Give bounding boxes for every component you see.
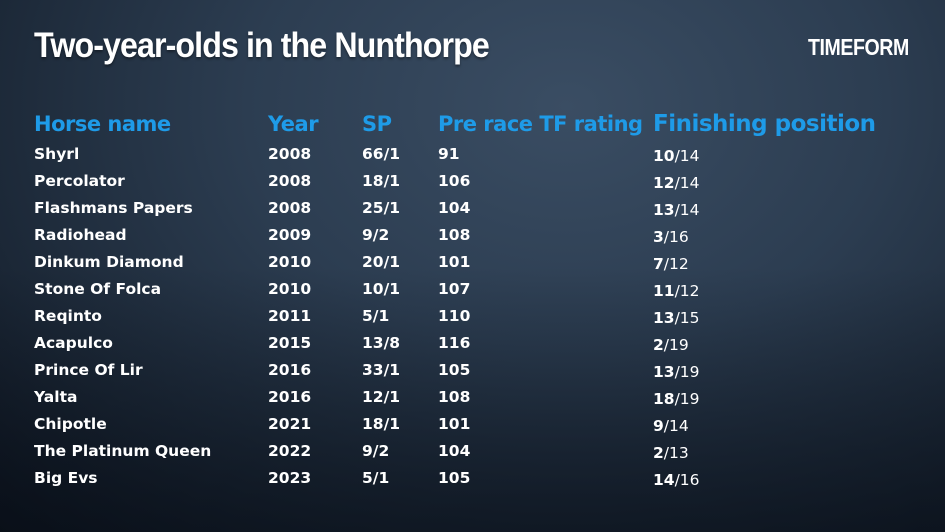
cell-name: Reqinto [34,307,102,325]
position: 3 [653,228,664,246]
cell-name: Percolator [34,172,125,190]
field-size: /13 [663,444,689,462]
field-size: /19 [663,336,689,354]
cell-sp: 5/1 [362,307,390,325]
timeform-logo: TIMEFORM [808,34,909,60]
field-size: /14 [674,201,700,219]
cell-finishing-position: 13/19 [653,363,700,381]
cell-name: Flashmans Papers [34,199,193,217]
cell-year: 2016 [268,388,312,406]
cell-sp: 18/1 [362,172,401,190]
cell-year: 2021 [268,415,312,433]
field-size: /12 [663,255,689,273]
column-header: Horse name [34,112,171,136]
cell-finishing-position: 12/14 [653,174,700,192]
cell-rating: 106 [438,172,471,190]
cell-year: 2016 [268,361,312,379]
cell-rating: 105 [438,361,471,379]
cell-name: Yalta [34,388,78,406]
cell-name: Shyrl [34,145,80,163]
field-size: /16 [674,471,700,489]
cell-sp: 12/1 [362,388,401,406]
cell-finishing-position: 11/12 [653,282,700,300]
cell-sp: 33/1 [362,361,401,379]
cell-rating: 105 [438,469,471,487]
field-size: /16 [663,228,689,246]
cell-year: 2010 [268,280,312,298]
column-header: Pre race TF rating [438,112,643,136]
position: 2 [653,444,664,462]
cell-year: 2008 [268,172,312,190]
cell-finishing-position: 18/19 [653,390,700,408]
cell-rating: 101 [438,253,471,271]
cell-year: 2022 [268,442,312,460]
column-header: Finishing position [653,111,876,137]
cell-finishing-position: 13/14 [653,201,700,219]
cell-finishing-position: 13/15 [653,309,700,327]
position: 13 [653,309,675,327]
cell-finishing-position: 2/13 [653,444,689,462]
position: 18 [653,390,675,408]
cell-rating: 108 [438,226,471,244]
cell-year: 2009 [268,226,312,244]
cell-finishing-position: 7/12 [653,255,689,273]
position: 14 [653,471,675,489]
page-title: Two-year-olds in the Nunthorpe [34,26,490,65]
cell-year: 2010 [268,253,312,271]
position: 11 [653,282,675,300]
cell-sp: 9/2 [362,442,390,460]
field-size: /19 [674,363,700,381]
cell-sp: 13/8 [362,334,401,352]
position: 9 [653,417,664,435]
column-header: SP [362,112,392,136]
cell-name: Chipotle [34,415,107,433]
cell-sp: 66/1 [362,145,401,163]
cell-rating: 110 [438,307,471,325]
cell-sp: 5/1 [362,469,390,487]
cell-name: Stone Of Folca [34,280,162,298]
cell-rating: 104 [438,442,471,460]
position: 12 [653,174,675,192]
cell-sp: 20/1 [362,253,401,271]
cell-year: 2008 [268,145,312,163]
column-header: Year [268,112,319,136]
cell-rating: 91 [438,145,460,163]
field-size: /14 [674,174,700,192]
position: 2 [653,336,664,354]
field-size: /14 [663,417,689,435]
cell-rating: 116 [438,334,471,352]
cell-year: 2008 [268,199,312,217]
cell-rating: 108 [438,388,471,406]
cell-finishing-position: 10/14 [653,147,700,165]
cell-sp: 25/1 [362,199,401,217]
cell-name: Prince Of Lir [34,361,143,379]
cell-year: 2023 [268,469,312,487]
cell-sp: 9/2 [362,226,390,244]
cell-finishing-position: 9/14 [653,417,689,435]
position: 13 [653,201,675,219]
cell-name: Acapulco [34,334,113,352]
cell-finishing-position: 2/19 [653,336,689,354]
cell-finishing-position: 3/16 [653,228,689,246]
field-size: /12 [674,282,700,300]
field-size: /15 [674,309,700,327]
position: 7 [653,255,664,273]
cell-name: Dinkum Diamond [34,253,184,271]
cell-sp: 10/1 [362,280,401,298]
cell-rating: 101 [438,415,471,433]
cell-rating: 107 [438,280,471,298]
cell-year: 2015 [268,334,312,352]
field-size: /14 [674,147,700,165]
cell-sp: 18/1 [362,415,401,433]
cell-year: 2011 [268,307,312,325]
field-size: /19 [674,390,700,408]
cell-name: The Platinum Queen [34,442,212,460]
cell-finishing-position: 14/16 [653,471,700,489]
cell-name: Big Evs [34,469,98,487]
position: 13 [653,363,675,381]
cell-rating: 104 [438,199,471,217]
position: 10 [653,147,675,165]
cell-name: Radiohead [34,226,127,244]
